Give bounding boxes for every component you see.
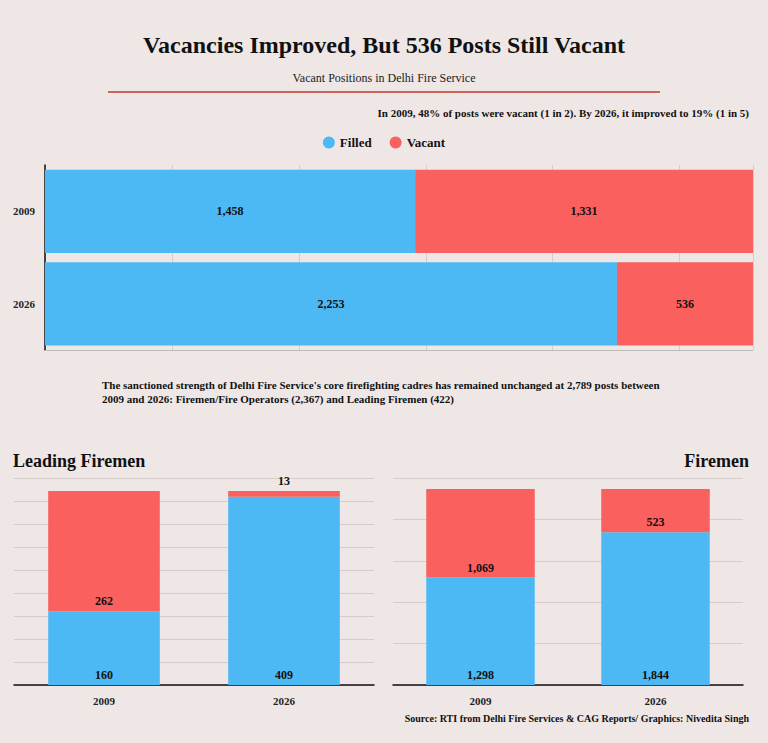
svg-text:Vacancies Improved, But 536 Po: Vacancies Improved, But 536 Posts Still … [143, 32, 625, 58]
svg-text:2026: 2026 [273, 695, 296, 707]
svg-text:Leading Firemen: Leading Firemen [13, 451, 145, 471]
svg-text:2026: 2026 [645, 695, 668, 707]
svg-text:2009 and 2026: Firemen/Fire Op: 2009 and 2026: Firemen/Fire Operators (2… [102, 393, 454, 406]
svg-text:1,844: 1,844 [642, 668, 669, 682]
svg-text:Vacant Positions in Delhi Fire: Vacant Positions in Delhi Fire Service [293, 71, 476, 85]
svg-text:2026: 2026 [13, 298, 36, 310]
svg-text:Filled: Filled [340, 135, 373, 150]
svg-text:2009: 2009 [13, 205, 36, 217]
svg-text:1,458: 1,458 [217, 204, 244, 218]
svg-text:262: 262 [95, 594, 113, 608]
svg-text:In 2009, 48% of posts were vac: In 2009, 48% of posts were vacant (1 in … [378, 107, 750, 120]
svg-text:1,298: 1,298 [467, 668, 494, 682]
svg-text:The sanctioned strength of Del: The sanctioned strength of Delhi Fire Se… [102, 379, 662, 391]
svg-text:2009: 2009 [93, 695, 116, 707]
svg-text:536: 536 [676, 297, 694, 311]
svg-text:Source: RTI from Delhi Fire Se: Source: RTI from Delhi Fire Services & C… [405, 713, 750, 724]
svg-text:Vacant: Vacant [407, 135, 446, 150]
svg-text:523: 523 [647, 515, 665, 529]
svg-text:160: 160 [95, 668, 113, 682]
svg-text:2,253: 2,253 [317, 297, 344, 311]
svg-text:13: 13 [278, 474, 290, 488]
svg-text:2009: 2009 [470, 695, 493, 707]
svg-text:1,069: 1,069 [467, 561, 494, 575]
svg-text:409: 409 [275, 668, 293, 682]
svg-text:1,331: 1,331 [571, 204, 598, 218]
svg-text:Firemen: Firemen [684, 451, 749, 471]
